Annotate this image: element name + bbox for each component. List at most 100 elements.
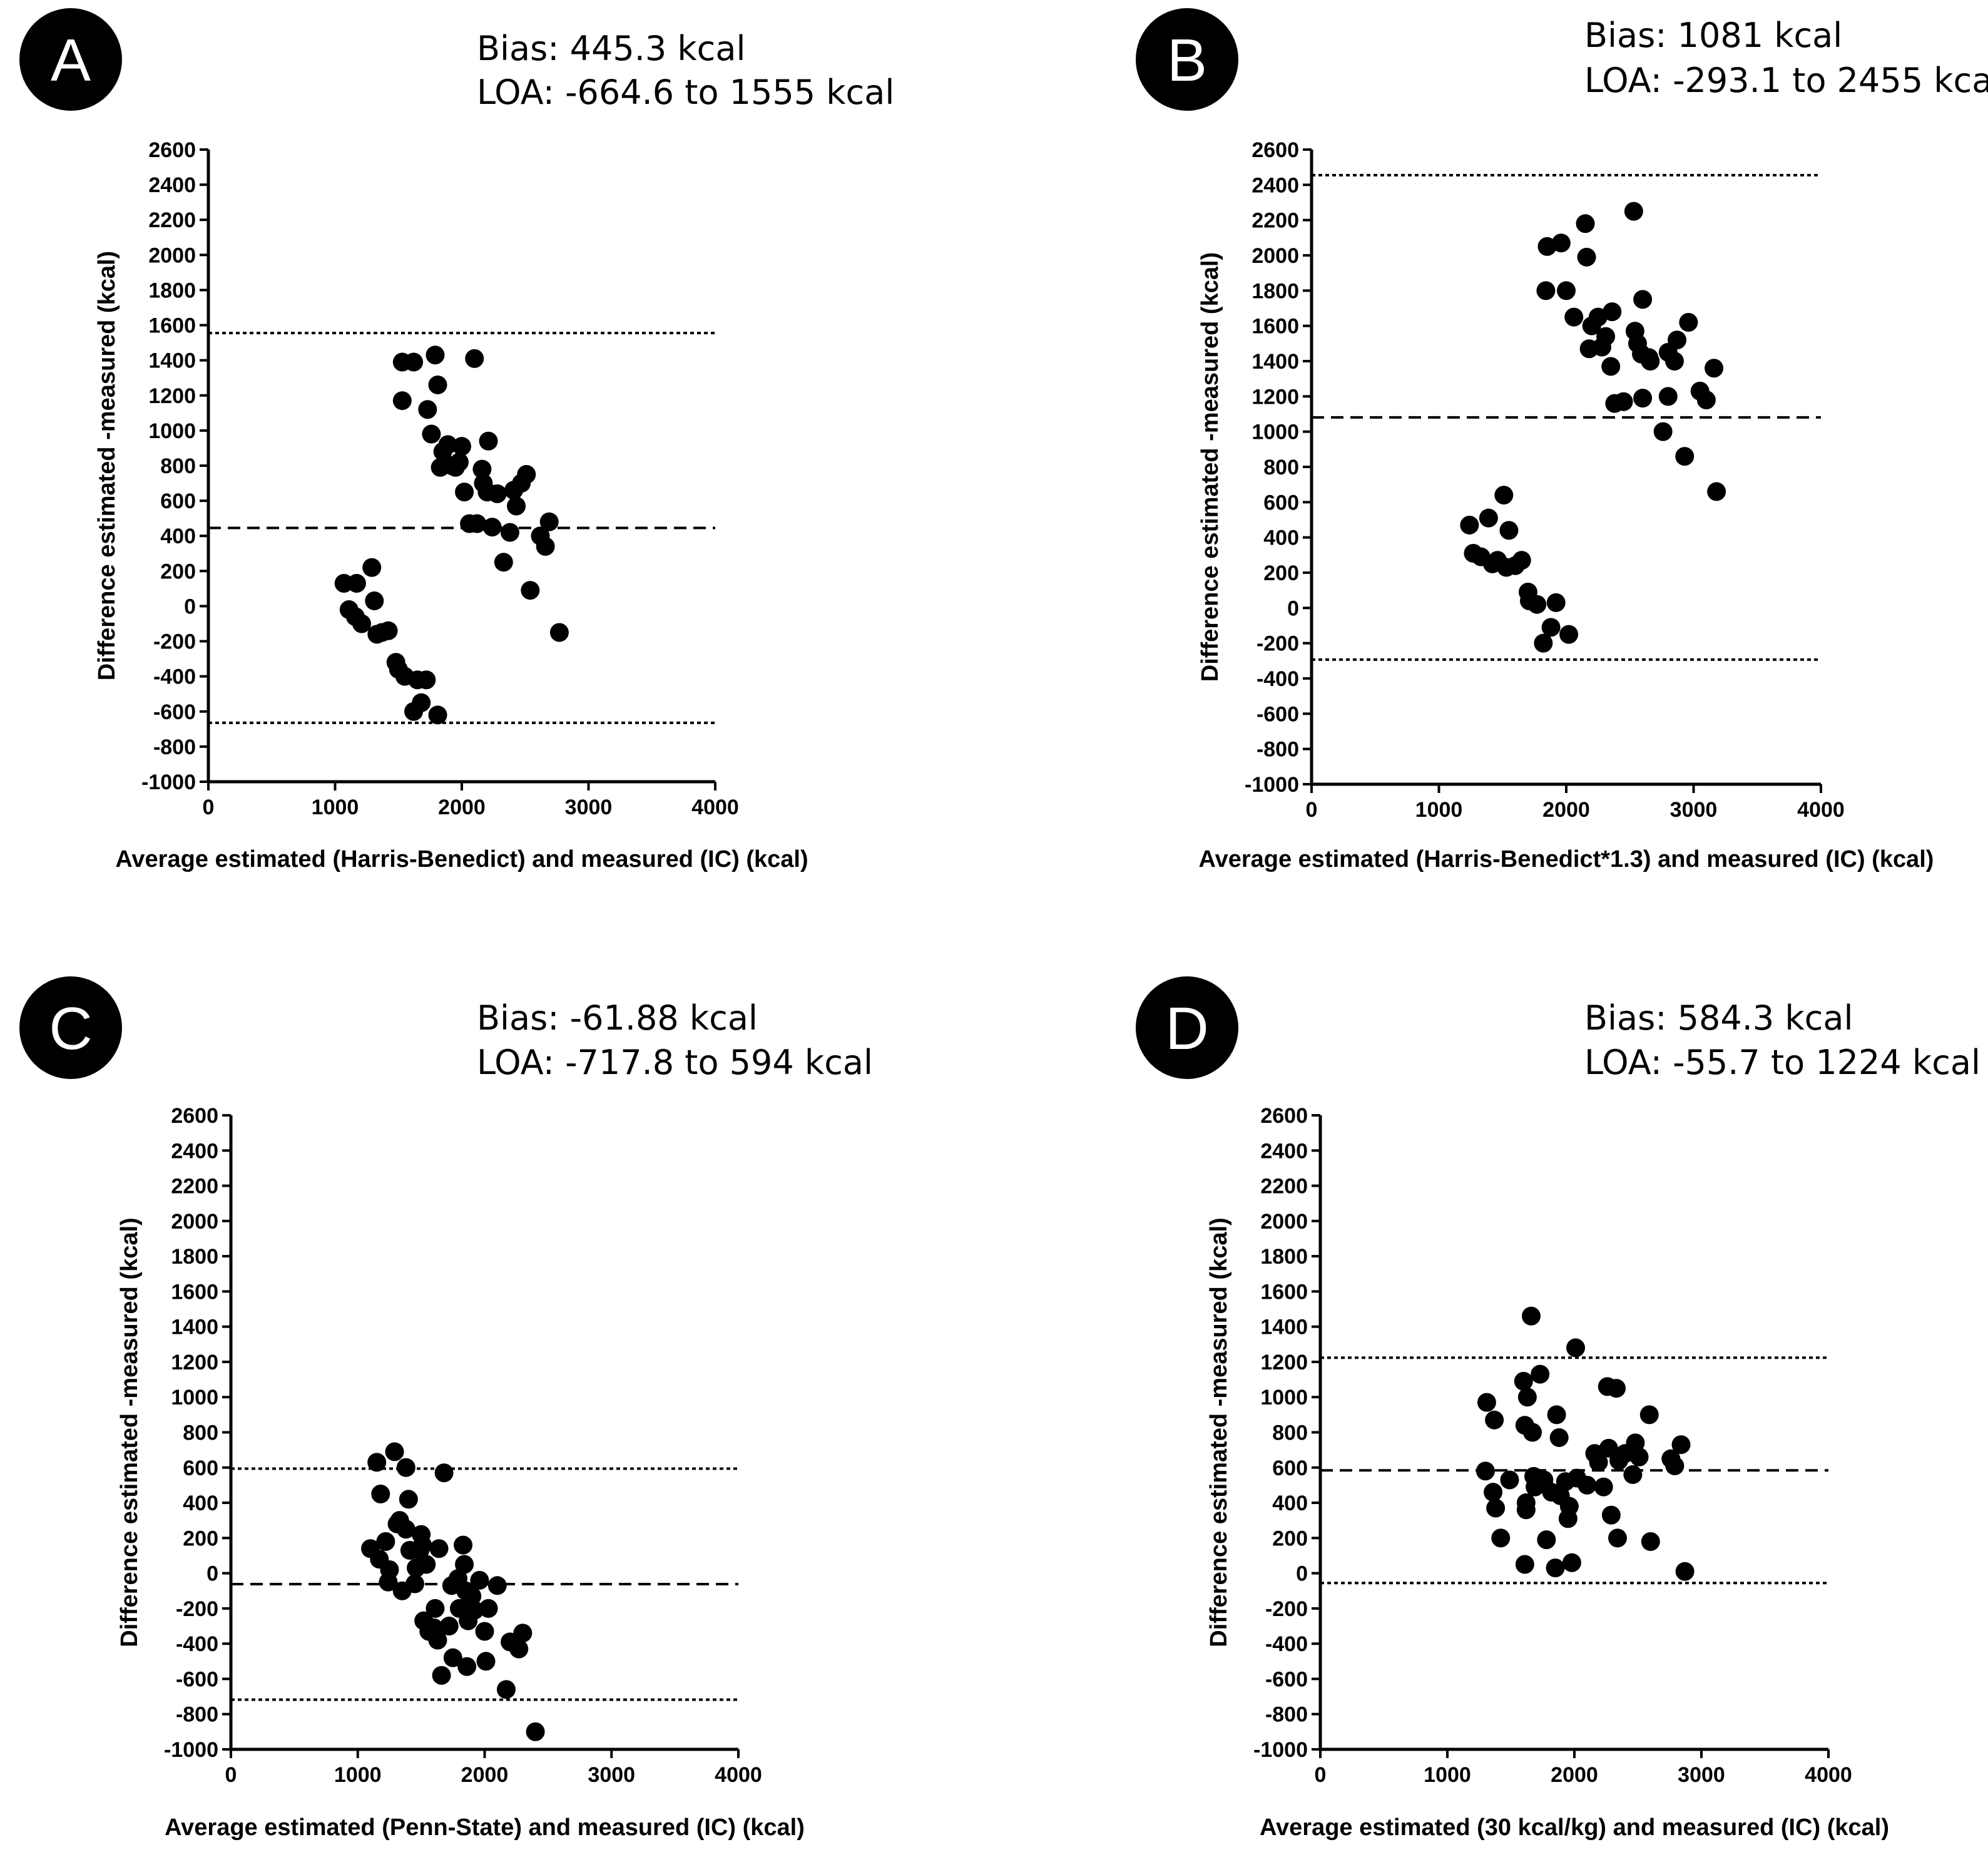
- data-point: [439, 1617, 459, 1636]
- data-point: [457, 1657, 477, 1676]
- y-tick-label: 2400: [1260, 1139, 1308, 1163]
- data-point: [1484, 1483, 1503, 1502]
- data-point: [1547, 1405, 1566, 1425]
- data-point: [413, 1535, 432, 1555]
- x-tick-label: 0: [203, 795, 215, 819]
- y-tick-label: -400: [176, 1632, 218, 1656]
- y-tick-label: 0: [206, 1562, 218, 1586]
- loa-text: LOA: -55.7 to 1224 kcal: [1584, 1043, 1980, 1082]
- y-tick-label: 1200: [171, 1351, 218, 1374]
- y-tick-label: 2200: [148, 208, 196, 232]
- y-tick-label: 1800: [1260, 1245, 1308, 1269]
- y-tick-label: -800: [176, 1703, 218, 1727]
- x-tick-label: 1000: [1424, 1763, 1471, 1787]
- data-point: [443, 1648, 462, 1667]
- data-point: [1537, 237, 1557, 256]
- bias-text: Bias: -61.88 kcal: [477, 998, 758, 1038]
- data-point: [482, 518, 502, 537]
- panel-a-plot: A Bias: 445.3 kcal LOA: -664.6 to 1555 kca…: [19, 8, 894, 872]
- data-point: [1564, 307, 1584, 327]
- y-tick-label: 200: [1272, 1527, 1308, 1550]
- y-tick-label: 1600: [1260, 1280, 1308, 1304]
- data-point: [1624, 202, 1643, 221]
- data-point: [1589, 1453, 1608, 1472]
- y-tick-label: 1600: [171, 1280, 218, 1304]
- y-tick-label: 2200: [1251, 209, 1299, 233]
- y-axis-title: Difference estimated -measured (kcal): [1197, 252, 1223, 682]
- x-tick-label: 2000: [438, 795, 486, 819]
- x-axis-title: Average estimated (Harris-Benedict) and …: [115, 846, 808, 872]
- data-point: [438, 435, 457, 454]
- y-tick-label: 1000: [1260, 1386, 1308, 1409]
- data-point: [1664, 352, 1684, 371]
- data-point: [476, 1652, 496, 1671]
- data-point: [1485, 1410, 1504, 1430]
- y-tick-label: 2200: [171, 1175, 218, 1199]
- data-point: [1594, 1477, 1613, 1496]
- data-point: [1477, 1393, 1496, 1412]
- y-tick-label: 200: [183, 1527, 218, 1550]
- data-point: [352, 614, 372, 633]
- y-tick-label: 800: [1263, 456, 1299, 479]
- y-tick-label: 2600: [1260, 1104, 1308, 1128]
- y-tick-label: -600: [1257, 702, 1299, 726]
- data-point: [404, 352, 424, 372]
- x-tick-label: 4000: [691, 795, 739, 819]
- y-tick-label: -1000: [141, 770, 196, 794]
- data-point: [521, 581, 540, 600]
- y-tick-label: 600: [1263, 491, 1299, 514]
- data-point: [1562, 1553, 1581, 1572]
- panel-b-plot: B Bias: 1081 kcal LOA: -293.1 to 2455 kcal…: [1136, 8, 1988, 872]
- data-point: [379, 621, 398, 640]
- y-tick-label: -400: [1265, 1632, 1308, 1656]
- data-point: [1494, 486, 1514, 505]
- y-tick-label: -800: [1257, 738, 1299, 762]
- panel-b-badge: [1136, 8, 1238, 111]
- data-point: [1512, 551, 1531, 570]
- data-point: [385, 1442, 404, 1461]
- y-tick-label: -1000: [164, 1738, 218, 1762]
- x-axis-title: Average estimated (Harris-Benedict*1.3) …: [1199, 846, 1934, 872]
- y-tick-label: -400: [1257, 667, 1299, 691]
- data-point: [418, 400, 437, 419]
- data-point: [432, 1665, 451, 1685]
- y-tick-label: -1000: [1253, 1738, 1308, 1762]
- panel-d-letter: D: [1165, 995, 1208, 1062]
- data-point: [479, 431, 498, 451]
- x-tick-label: 3000: [565, 795, 613, 819]
- data-point: [428, 705, 447, 725]
- data-point: [526, 1722, 545, 1741]
- y-tick-label: 2600: [1251, 138, 1299, 162]
- x-tick-label: 4000: [1797, 798, 1845, 822]
- x-tick-label: 2000: [461, 1763, 509, 1787]
- data-point: [1549, 1428, 1569, 1447]
- data-point: [417, 670, 436, 690]
- x-tick-label: 1000: [312, 795, 359, 819]
- data-point: [507, 496, 526, 516]
- x-tick-label: 0: [225, 1763, 237, 1787]
- data-point: [1476, 1461, 1495, 1481]
- x-tick-label: 3000: [1670, 798, 1718, 822]
- data-point: [465, 349, 484, 368]
- y-tick-label: 1200: [1251, 385, 1299, 409]
- data-point: [1707, 482, 1726, 501]
- y-tick-label: 1400: [148, 349, 196, 373]
- data-point: [1559, 625, 1579, 644]
- y-tick-label: -800: [153, 735, 196, 759]
- data-point: [1514, 1371, 1533, 1391]
- data-point: [1601, 357, 1621, 376]
- data-point: [1460, 515, 1479, 535]
- data-point: [1534, 633, 1553, 653]
- y-tick-label: 1800: [171, 1245, 218, 1269]
- data-point: [536, 537, 555, 556]
- data-point: [462, 1587, 482, 1606]
- data-point: [1515, 1555, 1534, 1574]
- data-point: [487, 484, 507, 503]
- data-point: [428, 1630, 447, 1650]
- data-point: [1566, 1338, 1586, 1358]
- data-point: [467, 514, 487, 533]
- x-tick-label: 4000: [1805, 1763, 1852, 1787]
- data-point: [392, 391, 412, 411]
- y-tick-label: 2200: [1260, 1175, 1308, 1199]
- data-point: [472, 459, 492, 479]
